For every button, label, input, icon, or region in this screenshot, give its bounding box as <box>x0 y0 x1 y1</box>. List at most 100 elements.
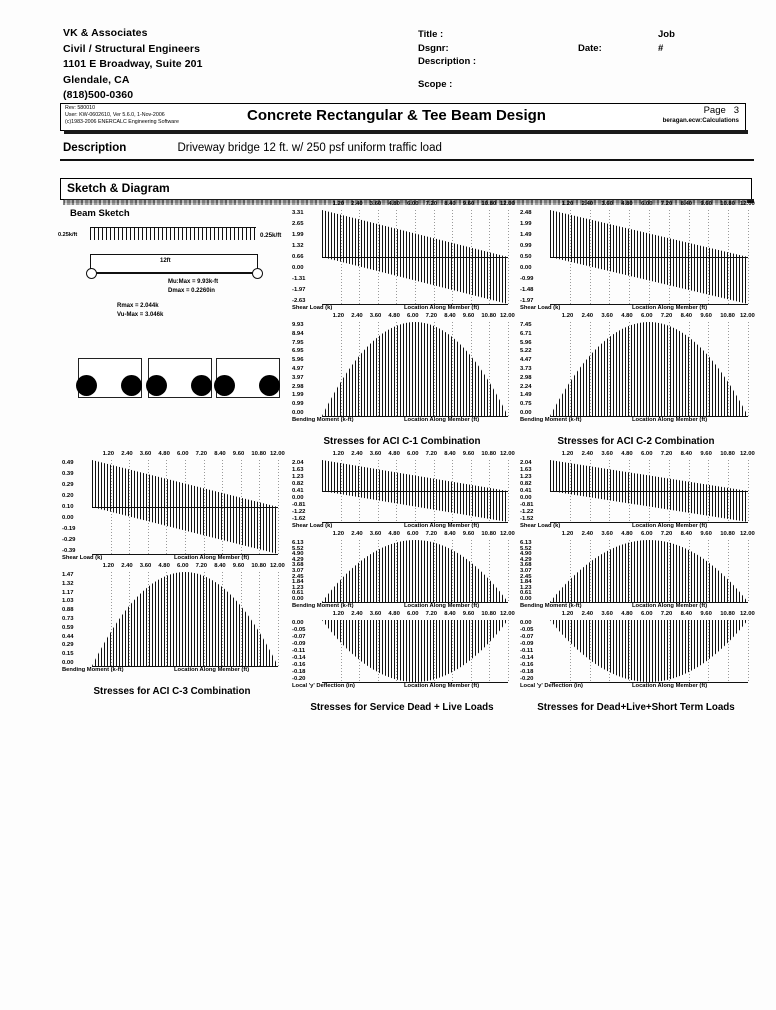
axis-baseline <box>322 304 508 306</box>
y-axis-title: Bending Moment (k-ft) <box>62 667 124 673</box>
y-tick-label: 0.39 <box>62 471 74 477</box>
y-axis-ticks: 2.04 1.63 1.23 0.82 0.41 0.00 -0.81 -1.22 -1.52 <box>520 460 550 522</box>
grid-line <box>508 540 509 602</box>
y-tick-label: -0.14 <box>520 655 534 661</box>
x-axis-ticks: 1.20 2.40 3.60 4.80 6.00 7.20 8.40 9.60 10.80 12.… <box>322 313 516 322</box>
y-tick-label: 0.66 <box>292 254 304 260</box>
x-tick-label: 1.20 <box>332 531 345 537</box>
y-tick-label: -0.29 <box>62 537 76 543</box>
y-tick-label: -1.31 <box>292 276 306 282</box>
chart-caption: Stresses for Dead+Live+Short Term Loads <box>537 702 735 713</box>
zero-axis-line <box>550 257 748 259</box>
x-axis-ticks: 1.20 2.40 3.60 4.80 6.00 7.20 8.40 9.60 10.80 12.… <box>322 201 516 210</box>
x-axis-title: Location Along Member (ft) <box>632 683 708 689</box>
x-tick-label: 10.80 <box>720 313 735 319</box>
x-tick-label: 1.20 <box>332 313 345 319</box>
x-tick-label: 2.40 <box>351 313 363 319</box>
y-tick-label: 1.23 <box>292 474 304 480</box>
rebar-icon <box>259 375 280 396</box>
x-tick-label: 12.00 <box>500 313 515 319</box>
y-tick-label: 0.10 <box>62 504 74 510</box>
y-tick-label: 2.98 <box>292 383 304 390</box>
x-tick-label: 1.20 <box>332 201 345 207</box>
support-right-icon <box>252 268 263 279</box>
x-tick-label: 1.20 <box>561 531 574 537</box>
y-tick-label: 0.00 <box>62 660 74 666</box>
title-field[interactable]: Title : <box>418 29 444 40</box>
x-axis-ticks: 1.20 2.40 3.60 4.80 6.00 7.20 8.40 9.60 10.80 12.… <box>92 451 286 460</box>
x-tick-label: 1.20 <box>102 563 115 569</box>
revision-line: Rev: 580010 <box>65 105 96 111</box>
x-tick-label: 6.00 <box>407 611 419 617</box>
y-tick-label: 4.29 <box>520 556 532 563</box>
y-tick-label: 2.98 <box>520 374 532 381</box>
grid-line <box>340 322 342 416</box>
rebar-icon <box>146 375 167 396</box>
y-tick-label: 0.00 <box>520 596 532 602</box>
y-axis-ticks: 0.49 0.39 0.29 0.20 0.10 0.00 -0.19 -0.29 -0.39 <box>62 460 92 554</box>
x-tick-label: 9.60 <box>462 531 475 537</box>
x-tick-label: 6.00 <box>641 201 653 207</box>
y-tick-label: 0.73 <box>62 616 74 622</box>
x-tick-label: 4.80 <box>158 563 170 569</box>
page-title: Concrete Rectangular & Tee Beam Design <box>247 107 546 124</box>
project-fields: Title : Dsgnr: Description : Date: Job #… <box>418 28 675 90</box>
x-axis-ticks: 1.20 2.40 3.60 4.80 6.00 7.20 8.40 9.60 10.80 12.… <box>550 611 756 620</box>
x-axis-title: Location Along Member (ft) <box>404 305 480 311</box>
x-tick-label: 7.20 <box>425 611 438 617</box>
description-field[interactable]: Description : <box>418 56 477 67</box>
y-tick-label: 0.15 <box>62 651 74 658</box>
x-tick-label: 7.20 <box>660 611 673 617</box>
chart-aci-c1: 3.31 2.65 1.99 1.32 0.66 0.00 -1.31 -1.97 -2.63 1… <box>288 200 516 448</box>
x-tick-label: 4.80 <box>388 611 400 617</box>
y-tick-label: 1.99 <box>292 232 304 238</box>
x-tick-label: 3.60 <box>139 563 152 569</box>
x-tick-label: 9.60 <box>462 201 475 207</box>
x-tick-label: 3.60 <box>601 451 613 457</box>
y-axis-title: Shear Load (k) <box>520 305 561 311</box>
y-tick-label: 4.90 <box>520 551 532 558</box>
y-tick-label: 0.00 <box>520 265 532 271</box>
y-tick-label: 3.68 <box>292 562 304 569</box>
grid-line <box>259 572 261 666</box>
grid-line <box>508 322 509 416</box>
y-tick-label: 6.71 <box>520 330 532 337</box>
x-tick-label: 9.60 <box>700 451 712 457</box>
shear-positive-region <box>92 460 278 507</box>
job-number-field[interactable]: Job # <box>658 29 675 54</box>
y-tick-label: 0.29 <box>62 482 74 488</box>
dsgnr-field[interactable]: Dsgnr: <box>418 42 449 54</box>
x-tick-label: 7.20 <box>660 201 673 207</box>
beam-baseline <box>90 272 256 274</box>
shear-negative-region <box>550 257 748 304</box>
y-tick-label: 1.32 <box>292 243 304 249</box>
y-tick-label: -0.16 <box>292 662 306 668</box>
y-tick-label: 0.44 <box>62 633 74 640</box>
y-tick-label: 0.82 <box>520 481 532 487</box>
scope-field[interactable]: Scope : <box>418 79 453 90</box>
x-tick-label: 8.40 <box>444 451 456 457</box>
x-axis-ticks: 1.20 2.40 3.60 4.80 6.00 7.20 8.40 9.60 10.80 12.… <box>322 531 516 540</box>
x-tick-label: 3.60 <box>369 313 382 319</box>
moment-region <box>550 322 748 416</box>
y-tick-label: 7.45 <box>520 322 532 328</box>
firm-name: VK & Associates <box>63 27 148 39</box>
x-tick-label: 10.80 <box>481 201 497 207</box>
shear-negative-region <box>550 491 748 522</box>
shear-positive-region <box>550 210 748 257</box>
y-axis-ticks: 0.00 -0.05 -0.07 -0.09 -0.11 -0.14 -0.16 -0.18-… <box>292 620 322 682</box>
y-tick-label: 0.00 <box>62 515 74 521</box>
y-tick-label: 1.17 <box>62 589 74 596</box>
y-tick-label: 3.68 <box>520 562 532 569</box>
x-tick-label: 4.80 <box>621 611 633 617</box>
y-tick-label: 5.52 <box>520 545 532 552</box>
date-field[interactable]: Date: <box>578 42 602 54</box>
x-tick-label: 2.40 <box>581 313 594 319</box>
zero-axis-line <box>92 507 278 509</box>
x-tick-label: 1.20 <box>332 451 345 457</box>
grid-line <box>728 322 730 416</box>
x-axis-title: Location Along Member (ft) <box>632 523 708 529</box>
y-tick-label: 0.61 <box>292 590 304 597</box>
y-tick-label: -1.62 <box>292 516 306 522</box>
y-tick-label: -0.20 <box>520 676 534 682</box>
